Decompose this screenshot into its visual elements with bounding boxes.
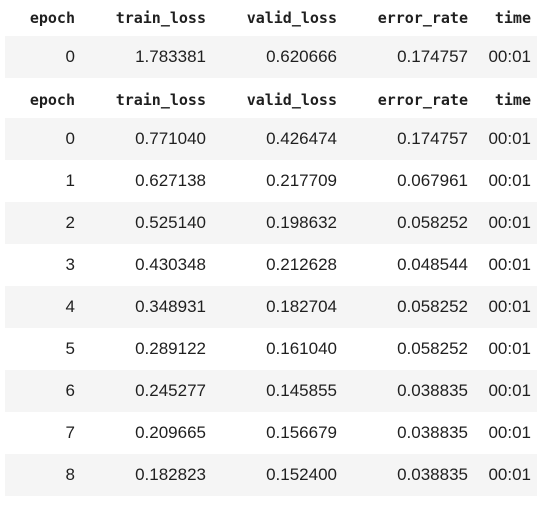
table-header-row: epoch train_loss valid_loss error_rate t… bbox=[5, 0, 537, 36]
table-row: 5 0.289122 0.161040 0.058252 00:01 bbox=[5, 328, 537, 370]
cell-train-loss: 0.348931 bbox=[81, 286, 212, 328]
cell-error-rate: 0.174757 bbox=[343, 118, 474, 160]
cell-epoch: 4 bbox=[5, 286, 81, 328]
cell-epoch: 7 bbox=[65, 423, 75, 442]
cell-epoch: 2 bbox=[5, 202, 81, 244]
cell-valid-loss: 0.182704 bbox=[212, 286, 343, 328]
cell-epoch: 0 bbox=[5, 118, 81, 160]
cell-train-loss: 0.289122 bbox=[135, 339, 206, 358]
cell-epoch: 0 bbox=[5, 36, 81, 78]
cell-train-loss: 0.209665 bbox=[135, 423, 206, 442]
cell-valid-loss: 0.145855 bbox=[212, 370, 343, 412]
cell-epoch: 6 bbox=[5, 370, 81, 412]
column-header-valid-loss: valid_loss bbox=[246, 91, 337, 109]
cell-error-rate: 0.058252 bbox=[343, 286, 474, 328]
cell-error-rate: 0.038835 bbox=[343, 454, 474, 496]
cell-error-rate: 0.174757 bbox=[343, 36, 474, 78]
column-header-error-rate: error_rate bbox=[377, 91, 468, 109]
cell-train-loss: 0.245277 bbox=[81, 370, 212, 412]
cell-train-loss: 0.430348 bbox=[135, 255, 206, 274]
column-header-epoch: epoch bbox=[29, 91, 75, 109]
cell-train-loss: 0.182823 bbox=[81, 454, 212, 496]
cell-train-loss: 1.783381 bbox=[81, 36, 212, 78]
cell-epoch: 3 bbox=[65, 255, 75, 274]
table-row: 4 0.348931 0.182704 0.058252 00:01 bbox=[5, 286, 537, 328]
cell-time: 00:01 bbox=[474, 36, 537, 78]
cell-valid-loss: 0.217709 bbox=[266, 171, 337, 190]
table-row: 0 1.783381 0.620666 0.174757 00:01 bbox=[5, 36, 537, 78]
training-results-table-stage-2: epoch train_loss valid_loss error_rate t… bbox=[5, 82, 537, 496]
table-row: 6 0.245277 0.145855 0.038835 00:01 bbox=[5, 370, 537, 412]
cell-time: 00:01 bbox=[488, 171, 531, 190]
table-row: 3 0.430348 0.212628 0.048544 00:01 bbox=[5, 244, 537, 286]
training-results-table-stage-1: epoch train_loss valid_loss error_rate t… bbox=[5, 0, 537, 78]
cell-error-rate: 0.067961 bbox=[397, 171, 468, 190]
cell-train-loss: 0.627138 bbox=[135, 171, 206, 190]
column-header-train-loss: train_loss bbox=[115, 9, 206, 27]
table-header-row: epoch train_loss valid_loss error_rate t… bbox=[5, 82, 537, 118]
cell-epoch: 1 bbox=[65, 171, 75, 190]
cell-error-rate: 0.038835 bbox=[343, 370, 474, 412]
table-row: 7 0.209665 0.156679 0.038835 00:01 bbox=[5, 412, 537, 454]
cell-time: 00:01 bbox=[474, 370, 537, 412]
cell-time: 00:01 bbox=[474, 454, 537, 496]
cell-time: 00:01 bbox=[474, 286, 537, 328]
cell-time: 00:01 bbox=[474, 202, 537, 244]
table-row: 8 0.182823 0.152400 0.038835 00:01 bbox=[5, 454, 537, 496]
cell-valid-loss: 0.620666 bbox=[212, 36, 343, 78]
cell-valid-loss: 0.156679 bbox=[266, 423, 337, 442]
cell-error-rate: 0.058252 bbox=[343, 202, 474, 244]
cell-time: 00:01 bbox=[488, 423, 531, 442]
cell-train-loss: 0.771040 bbox=[81, 118, 212, 160]
cell-epoch: 8 bbox=[5, 454, 81, 496]
column-header-valid-loss: valid_loss bbox=[246, 9, 337, 27]
cell-time: 00:01 bbox=[474, 118, 537, 160]
table-row: 1 0.627138 0.217709 0.067961 00:01 bbox=[5, 160, 537, 202]
column-header-epoch: epoch bbox=[29, 9, 75, 27]
cell-epoch: 5 bbox=[65, 339, 75, 358]
column-header-time: time bbox=[494, 9, 531, 27]
cell-time: 00:01 bbox=[488, 255, 531, 274]
cell-valid-loss: 0.198632 bbox=[212, 202, 343, 244]
cell-time: 00:01 bbox=[488, 339, 531, 358]
cell-error-rate: 0.048544 bbox=[397, 255, 468, 274]
cell-error-rate: 0.038835 bbox=[397, 423, 468, 442]
table-row: 2 0.525140 0.198632 0.058252 00:01 bbox=[5, 202, 537, 244]
column-header-time: time bbox=[494, 91, 531, 109]
cell-valid-loss: 0.426474 bbox=[212, 118, 343, 160]
cell-valid-loss: 0.161040 bbox=[266, 339, 337, 358]
cell-valid-loss: 0.212628 bbox=[266, 255, 337, 274]
column-header-train-loss: train_loss bbox=[115, 91, 206, 109]
table-row: 0 0.771040 0.426474 0.174757 00:01 bbox=[5, 118, 537, 160]
cell-valid-loss: 0.152400 bbox=[212, 454, 343, 496]
column-header-error-rate: error_rate bbox=[377, 9, 468, 27]
cell-error-rate: 0.058252 bbox=[397, 339, 468, 358]
cell-train-loss: 0.525140 bbox=[81, 202, 212, 244]
